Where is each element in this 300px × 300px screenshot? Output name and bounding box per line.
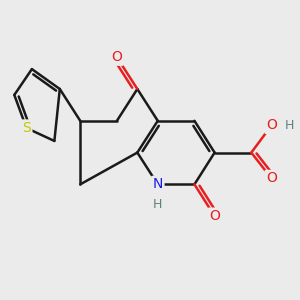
Text: S: S xyxy=(22,121,31,135)
Text: O: O xyxy=(266,118,277,132)
Text: H: H xyxy=(285,119,294,132)
Text: H: H xyxy=(153,198,162,211)
Text: O: O xyxy=(209,209,220,223)
Text: O: O xyxy=(266,171,277,185)
Text: O: O xyxy=(112,50,122,64)
Text: N: N xyxy=(153,177,163,191)
